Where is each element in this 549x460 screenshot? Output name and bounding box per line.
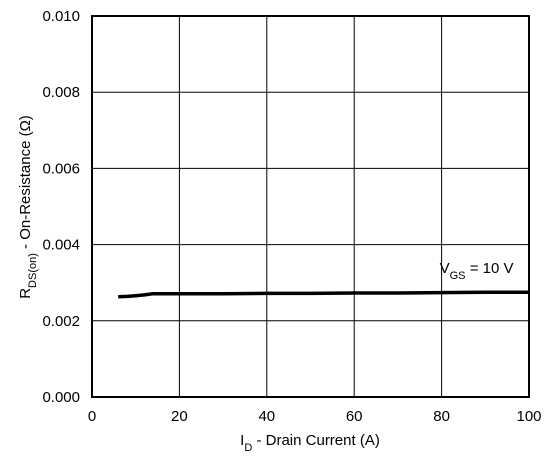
x-tick-label: 60 bbox=[346, 408, 363, 425]
vgs-annotation: VGS = 10 V bbox=[440, 260, 514, 282]
y-tick-label: 0.008 bbox=[42, 84, 80, 101]
x-tick-label: 0 bbox=[88, 408, 96, 425]
x-tick-label: 80 bbox=[433, 408, 450, 425]
y-tick-label: 0.002 bbox=[42, 313, 80, 330]
x-axis-ticks: 0 20 40 60 80 100 bbox=[88, 408, 542, 425]
y-tick-label: 0.004 bbox=[42, 237, 80, 254]
grid bbox=[92, 16, 529, 397]
y-axis-label: RDS(on) - On-Resistance (Ω) bbox=[17, 115, 39, 299]
series-line-0 bbox=[118, 290, 529, 299]
x-tick-label: 100 bbox=[516, 408, 541, 425]
y-axis-ticks: 0.000 0.002 0.004 0.006 0.008 0.010 bbox=[42, 8, 80, 406]
y-tick-label: 0.000 bbox=[42, 389, 80, 406]
y-tick-label: 0.010 bbox=[42, 8, 80, 25]
plot-frame bbox=[91, 15, 530, 398]
x-tick-label: 20 bbox=[171, 408, 188, 425]
x-axis-label: ID - Drain Current (A) bbox=[240, 432, 380, 454]
x-tick-label: 40 bbox=[258, 408, 275, 425]
series-layer bbox=[118, 290, 529, 299]
y-tick-label: 0.006 bbox=[42, 160, 80, 177]
